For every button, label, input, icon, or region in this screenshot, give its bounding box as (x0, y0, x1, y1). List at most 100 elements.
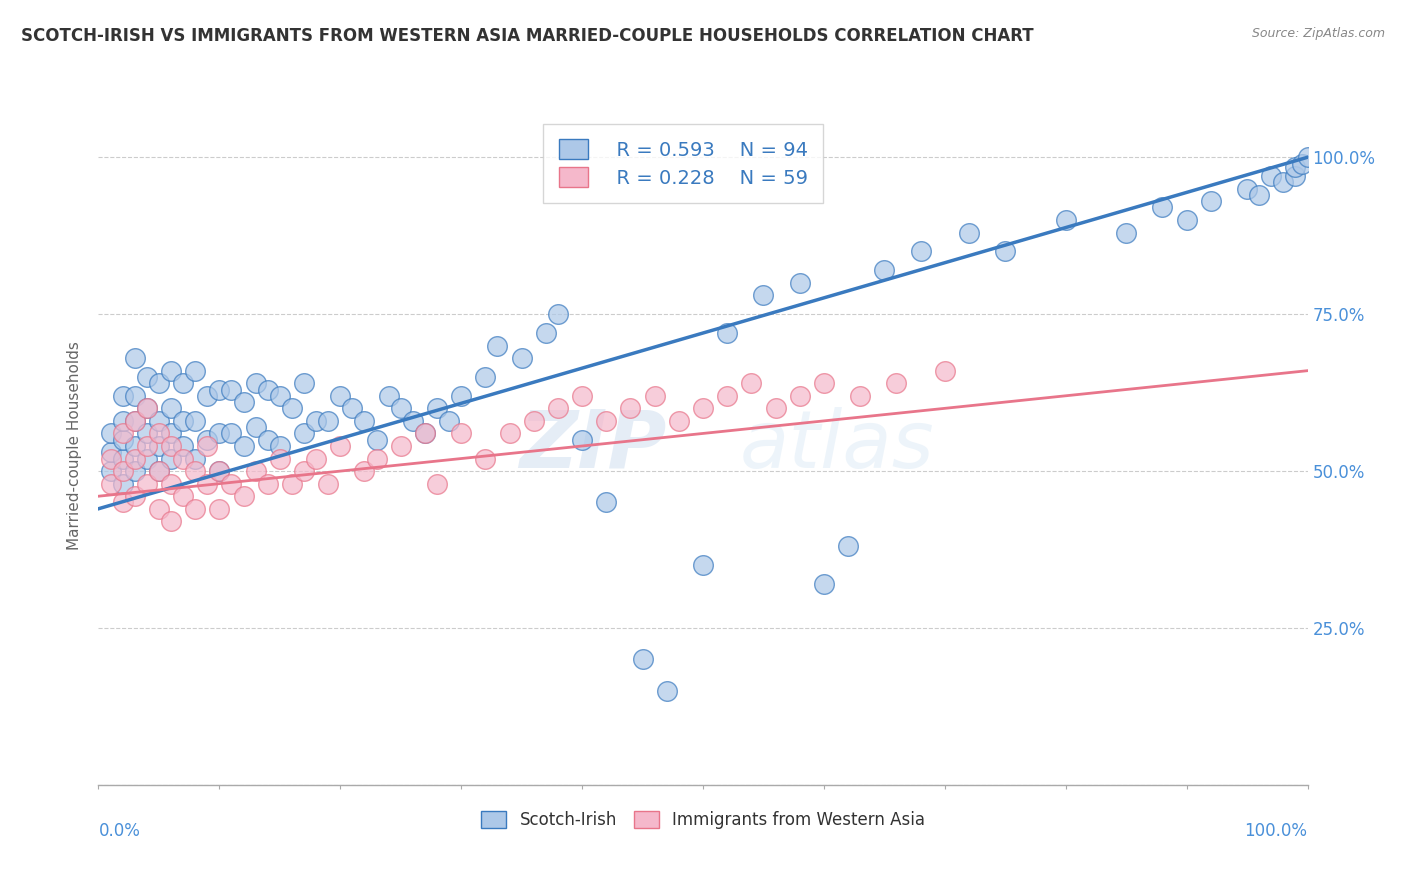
Point (292, 464, 315, 478)
Point (655, 683, 678, 698)
Point (124, 489, 146, 503)
Point (849, 389, 872, 403)
Point (329, 439, 352, 453)
Point (1249, 188, 1271, 202)
Point (329, 389, 352, 403)
Point (486, 338, 509, 352)
Point (619, 401, 641, 416)
Point (595, 414, 617, 428)
Point (160, 476, 183, 491)
Point (172, 439, 194, 453)
Legend: Scotch-Irish, Immigrants from Western Asia: Scotch-Irish, Immigrants from Western As… (472, 803, 934, 838)
Point (100, 451, 122, 466)
Point (245, 420, 267, 434)
Point (366, 451, 388, 466)
Point (160, 451, 183, 466)
Point (692, 401, 714, 416)
Point (426, 476, 449, 491)
Point (172, 414, 194, 428)
Point (221, 476, 243, 491)
Point (377, 389, 399, 403)
Point (547, 307, 569, 321)
Point (450, 426, 472, 441)
Point (208, 464, 231, 478)
Point (111, 464, 134, 478)
Point (208, 501, 231, 516)
Point (498, 426, 520, 441)
Point (1284, 160, 1306, 174)
Point (269, 389, 291, 403)
Point (292, 426, 315, 441)
Point (269, 439, 291, 453)
Point (873, 263, 896, 277)
Point (135, 476, 157, 491)
Point (1291, 156, 1313, 170)
Point (402, 414, 425, 428)
Point (111, 495, 134, 509)
Point (148, 376, 170, 391)
Point (305, 414, 328, 428)
Point (716, 389, 738, 403)
Point (100, 445, 122, 459)
Point (740, 376, 762, 391)
Point (184, 364, 207, 378)
Text: 100.0%: 100.0% (1244, 822, 1308, 840)
Point (148, 464, 170, 478)
Point (571, 433, 593, 447)
Point (510, 351, 533, 365)
Point (135, 401, 157, 416)
Point (366, 433, 388, 447)
Point (813, 577, 835, 591)
Point (281, 476, 304, 491)
Point (292, 376, 315, 391)
Point (789, 276, 811, 290)
Point (195, 476, 218, 491)
Point (172, 451, 194, 466)
Point (269, 451, 291, 466)
Point (111, 476, 134, 491)
Point (994, 244, 1017, 259)
Point (124, 439, 146, 453)
Point (160, 401, 183, 416)
Point (1260, 169, 1282, 183)
Point (1152, 201, 1174, 215)
Point (353, 414, 375, 428)
Point (100, 464, 122, 478)
Point (172, 376, 194, 391)
Point (124, 414, 146, 428)
Point (934, 364, 956, 378)
Point (135, 451, 157, 466)
Point (195, 389, 218, 403)
Point (232, 489, 254, 503)
Point (148, 501, 170, 516)
Point (644, 389, 666, 403)
Point (316, 414, 339, 428)
Point (957, 226, 980, 240)
Point (208, 464, 231, 478)
Point (256, 433, 278, 447)
Text: atlas: atlas (740, 407, 934, 485)
Point (474, 451, 496, 466)
Point (571, 389, 593, 403)
Point (184, 501, 207, 516)
Point (100, 476, 122, 491)
Point (184, 451, 207, 466)
Point (668, 414, 690, 428)
Point (1175, 213, 1198, 227)
Point (221, 383, 243, 397)
Point (910, 244, 932, 259)
Point (256, 476, 278, 491)
Point (1284, 169, 1306, 183)
Point (813, 376, 835, 391)
Point (232, 439, 254, 453)
Point (389, 401, 412, 416)
Text: Source: ZipAtlas.com: Source: ZipAtlas.com (1251, 27, 1385, 40)
Point (450, 389, 472, 403)
Point (111, 426, 134, 441)
Point (195, 439, 218, 453)
Point (256, 383, 278, 397)
Point (426, 401, 449, 416)
Point (172, 489, 194, 503)
Point (716, 326, 738, 340)
Point (124, 451, 146, 466)
